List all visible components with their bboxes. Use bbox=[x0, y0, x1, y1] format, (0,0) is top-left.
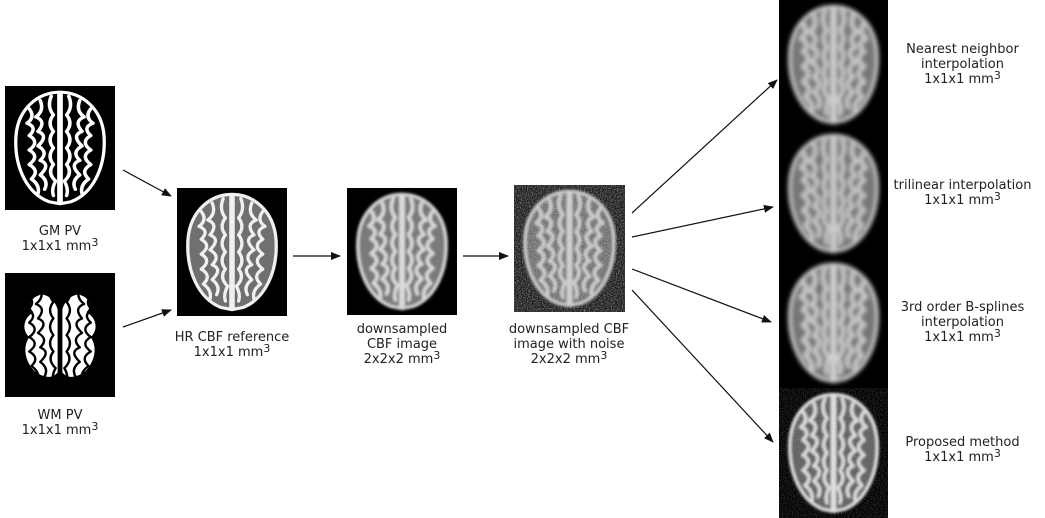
output-trilinear-caption: trilinear interpolation 1x1x1 mm3 bbox=[880, 178, 1045, 208]
output-bspline-image bbox=[779, 258, 888, 388]
downsampled-line2: CBF image bbox=[366, 337, 438, 352]
hr-cbf-label: HR CBF reference bbox=[174, 330, 290, 345]
output-nearest-caption: Nearest neighbor interpolation 1x1x1 mm3 bbox=[880, 42, 1045, 87]
noisy-resolution: 2x2x2 mm3 bbox=[530, 349, 608, 367]
hr-cbf-caption: HR CBF reference 1x1x1 mm3 bbox=[162, 330, 302, 360]
output-trilinear-image bbox=[779, 129, 888, 258]
output-trilinear-line1: trilinear interpolation bbox=[893, 178, 1032, 193]
gm-pv-image bbox=[5, 86, 115, 210]
downsampled-line1: downsampled bbox=[356, 322, 448, 337]
downsampled-resolution: 2x2x2 mm3 bbox=[363, 349, 441, 367]
noisy-image bbox=[514, 185, 625, 312]
gm-pv-resolution: 1x1x1 mm3 bbox=[21, 236, 99, 254]
output-proposed-line1: Proposed method bbox=[905, 435, 1020, 450]
arrow-noise-to-out4 bbox=[631, 289, 774, 443]
output-nearest-resolution: 1x1x1 mm3 bbox=[924, 69, 1001, 87]
output-nearest-image bbox=[779, 0, 888, 129]
arrow-noise-to-out1 bbox=[631, 79, 778, 214]
output-bspline-line1: 3rd order B-splines bbox=[900, 300, 1025, 315]
gm-pv-label: GM PV bbox=[38, 224, 82, 239]
noisy-line1: downsampled CBF bbox=[508, 322, 630, 337]
output-trilinear-resolution: 1x1x1 mm3 bbox=[924, 190, 1001, 208]
downsampled-image bbox=[347, 188, 457, 315]
arrow-noise-to-out3 bbox=[631, 268, 772, 323]
output-proposed-resolution: 1x1x1 mm3 bbox=[924, 447, 1001, 465]
wm-pv-label: WM PV bbox=[37, 408, 83, 423]
output-bspline-resolution: 1x1x1 mm3 bbox=[924, 327, 1001, 345]
arrow-gm-to-hr bbox=[122, 169, 172, 197]
arrow-wm-to-hr bbox=[122, 309, 172, 328]
noisy-caption: downsampled CBF image with noise 2x2x2 m… bbox=[494, 322, 644, 367]
noisy-line2: image with noise bbox=[513, 337, 625, 352]
wm-pv-resolution: 1x1x1 mm3 bbox=[21, 420, 99, 438]
gm-pv-caption: GM PV 1x1x1 mm3 bbox=[0, 224, 120, 254]
output-proposed-caption: Proposed method 1x1x1 mm3 bbox=[880, 435, 1045, 465]
output-proposed-image bbox=[779, 388, 888, 518]
wm-pv-caption: WM PV 1x1x1 mm3 bbox=[0, 408, 120, 438]
output-nearest-line1: Nearest neighbor bbox=[906, 42, 1019, 57]
output-bspline-caption: 3rd order B-splines interpolation 1x1x1 … bbox=[880, 300, 1045, 345]
arrow-noise-to-out2 bbox=[631, 204, 774, 238]
hr-cbf-image bbox=[177, 188, 287, 316]
output-nearest-line2: interpolation bbox=[921, 57, 1004, 72]
downsampled-caption: downsampled CBF image 2x2x2 mm3 bbox=[332, 322, 472, 367]
output-bspline-line2: interpolation bbox=[921, 315, 1004, 330]
wm-pv-image bbox=[5, 273, 115, 397]
hr-cbf-resolution: 1x1x1 mm3 bbox=[193, 342, 271, 360]
